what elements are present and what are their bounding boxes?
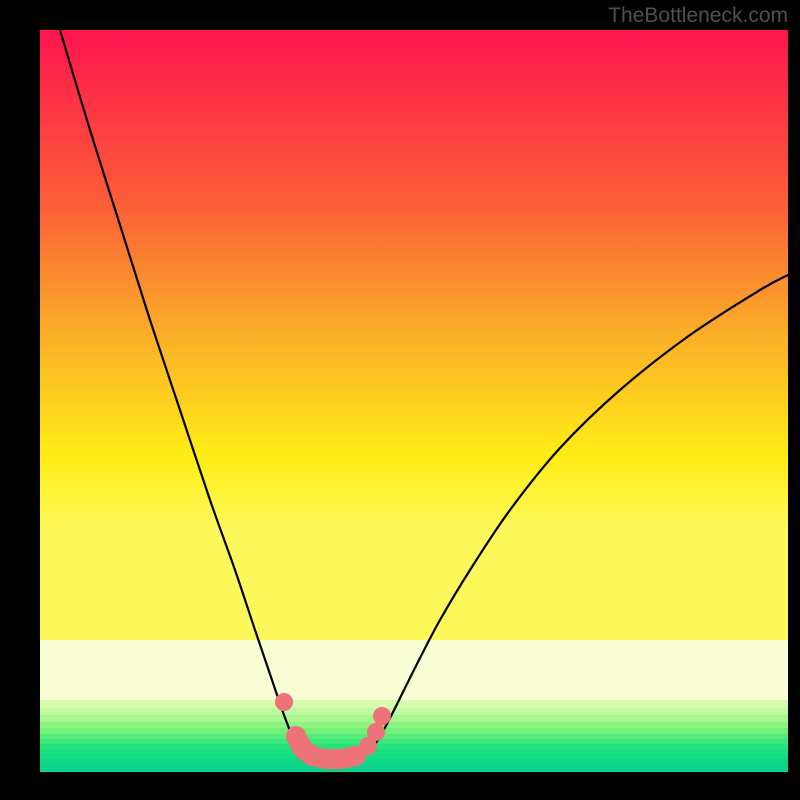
watermark-text: TheBottleneck.com xyxy=(608,4,788,28)
chart-svg xyxy=(0,0,800,800)
chart-container: { "watermark": { "text": "TheBottleneck.… xyxy=(0,0,800,800)
